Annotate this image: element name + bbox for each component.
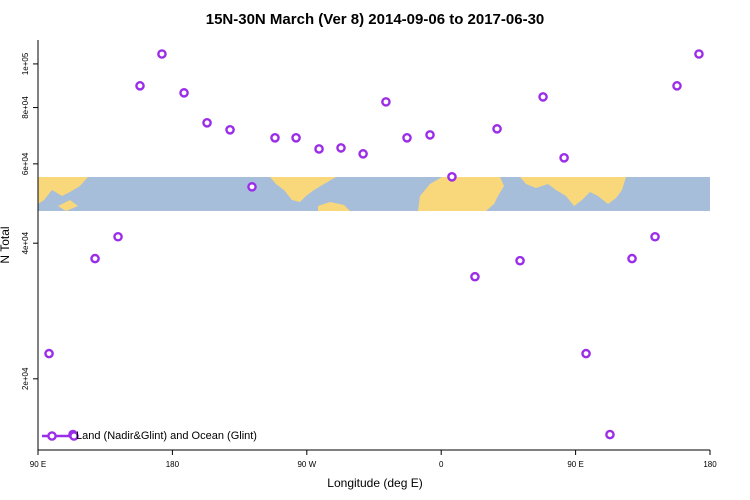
- data-point: [650, 231, 660, 242]
- legend-marker: [69, 431, 79, 441]
- x-tick-label: 180: [703, 460, 717, 469]
- data-point: [358, 149, 368, 159]
- y-tick-label: 6e+04: [21, 152, 30, 175]
- map-land: [318, 202, 350, 211]
- data-point: [336, 143, 346, 153]
- data-point: [515, 255, 525, 266]
- chart-title: 15N-30N March (Ver 8) 2014-09-06 to 2017…: [206, 11, 545, 28]
- map-land: [270, 177, 336, 202]
- data-point: [247, 182, 257, 192]
- data-point: [694, 49, 704, 59]
- data-point: [470, 271, 480, 282]
- data-point: [402, 132, 412, 143]
- y-tick-label: 1e+05: [21, 52, 30, 75]
- data-point: [202, 118, 212, 128]
- data-point: [44, 348, 54, 359]
- data-point: [314, 144, 324, 154]
- data-point: [492, 124, 502, 134]
- data-point: [157, 49, 167, 59]
- data-point: [179, 88, 189, 98]
- map-land: [38, 177, 88, 204]
- legend-label: Land (Nadir&Glint) and Ocean (Glint): [76, 430, 257, 442]
- x-tick-label: 0: [439, 460, 444, 469]
- map-land: [520, 177, 626, 206]
- map-land: [58, 200, 78, 211]
- y-tick-label: 2e+04: [21, 367, 30, 390]
- x-tick-label: 90 W: [297, 460, 316, 469]
- data-point: [672, 81, 682, 91]
- data-point: [605, 429, 615, 440]
- data-point: [381, 97, 391, 107]
- y-axis-label: N Total: [0, 226, 12, 263]
- data-point: [581, 348, 591, 359]
- data-point: [225, 125, 235, 135]
- x-tick-label: 90 E: [567, 460, 583, 469]
- map-land: [418, 177, 504, 211]
- world-map: [38, 177, 710, 211]
- data-point: [135, 81, 145, 91]
- data-point: [627, 253, 637, 264]
- data-point: [425, 130, 435, 140]
- data-point: [447, 172, 457, 182]
- legend-marker: [47, 431, 57, 441]
- data-point: [90, 253, 100, 264]
- data-point: [113, 231, 123, 242]
- x-tick-label: 180: [166, 460, 180, 469]
- data-point: [291, 132, 301, 143]
- data-point: [559, 153, 569, 163]
- data-point: [538, 92, 548, 102]
- y-tick-label: 8e+04: [21, 96, 30, 119]
- x-axis-label: Longitude (deg E): [327, 476, 422, 490]
- data-point: [270, 132, 280, 143]
- x-tick-label: 90 E: [30, 460, 46, 469]
- y-tick-label: 4e+04: [21, 231, 30, 254]
